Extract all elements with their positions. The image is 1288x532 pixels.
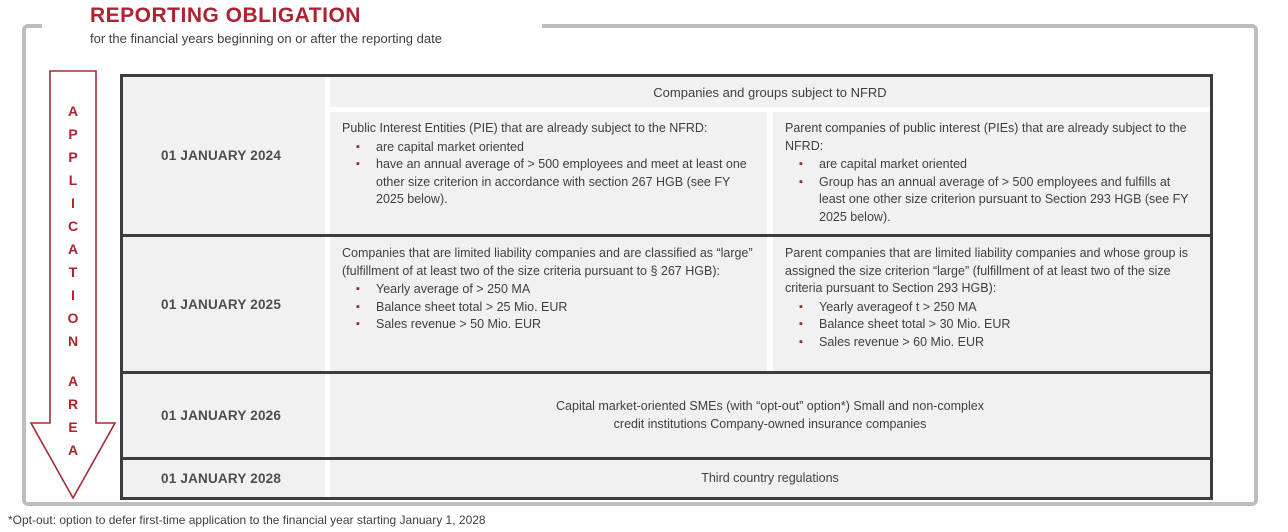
table-row-2028: 01 JANUARY 2028 Third country regulation… [123, 460, 1210, 497]
bullet-item: Sales revenue > 60 Mio. EUR [785, 334, 1200, 352]
row-separator [123, 371, 1210, 374]
cell-2025-companies: Companies that are limited liability com… [330, 237, 767, 371]
bullet-item: Sales revenue > 50 Mio. EUR [342, 316, 757, 334]
down-arrow-icon [29, 70, 117, 500]
page-title: REPORTING OBLIGATION [90, 4, 361, 27]
decorative-frame [22, 24, 1258, 506]
column-gap [767, 112, 773, 234]
cell-line: credit institutions Company-owned insura… [613, 416, 927, 431]
cell-intro: Parent companies that are limited liabil… [785, 246, 1188, 295]
bullet-item: are capital market oriented [785, 156, 1200, 174]
date-cell-2026: 01 JANUARY 2026 [123, 374, 325, 457]
bullet-item: Balance sheet total > 25 Mio. EUR [342, 299, 757, 317]
cell-2026-smes: Capital market-oriented SMEs (with “opt-… [330, 374, 1210, 457]
bullet-item: Yearly averageof t > 250 MA [785, 299, 1200, 317]
bullet-item: have an annual average of > 500 employee… [342, 156, 757, 209]
row-separator [123, 457, 1210, 460]
column-gap [325, 460, 330, 497]
bullet-item: Group has an annual average of > 500 emp… [785, 174, 1200, 227]
date-cell-2025: 01 JANUARY 2025 [123, 237, 325, 371]
table-header-nfrd: Companies and groups subject to NFRD [330, 77, 1210, 107]
date-cell-2024: 01 JANUARY 2024 [123, 77, 325, 234]
table-row-2024: 01 JANUARY 2024 Companies and groups sub… [123, 77, 1210, 234]
reporting-obligation-table: 01 JANUARY 2024 Companies and groups sub… [120, 74, 1213, 500]
title-block: REPORTING OBLIGATION for the financial y… [42, 0, 542, 55]
bullet-item: Balance sheet total > 30 Mio. EUR [785, 316, 1200, 334]
cell-2025-groups: Parent companies that are limited liabil… [773, 237, 1210, 371]
table-row-2025: 01 JANUARY 2025 Companies that are limit… [123, 237, 1210, 371]
cell-intro: Public Interest Entities (PIE) that are … [342, 121, 708, 135]
cell-line: Capital market-oriented SMEs (with “opt-… [556, 399, 984, 413]
row-separator [123, 234, 1210, 237]
column-gap [325, 77, 330, 234]
cell-intro: Parent companies of public interest (PIE… [785, 121, 1187, 153]
date-cell-2028: 01 JANUARY 2028 [123, 460, 325, 497]
column-gap [767, 237, 773, 371]
table-row-2026: 01 JANUARY 2026 Capital market-oriented … [123, 374, 1210, 457]
page-subtitle: for the financial years beginning on or … [90, 31, 442, 46]
column-gap [325, 374, 330, 457]
cell-2024-companies: Public Interest Entities (PIE) that are … [330, 112, 767, 234]
opt-out-footnote: *Opt-out: option to defer first-time app… [8, 513, 486, 527]
cell-intro: Companies that are limited liability com… [342, 246, 753, 278]
bullet-item: are capital market oriented [342, 139, 757, 157]
header-gap [330, 107, 1210, 112]
column-gap [325, 237, 330, 371]
cell-2028-third-country: Third country regulations [330, 460, 1210, 497]
bullet-item: Yearly average of > 250 MA [342, 281, 757, 299]
cell-2024-groups: Parent companies of public interest (PIE… [773, 112, 1210, 234]
